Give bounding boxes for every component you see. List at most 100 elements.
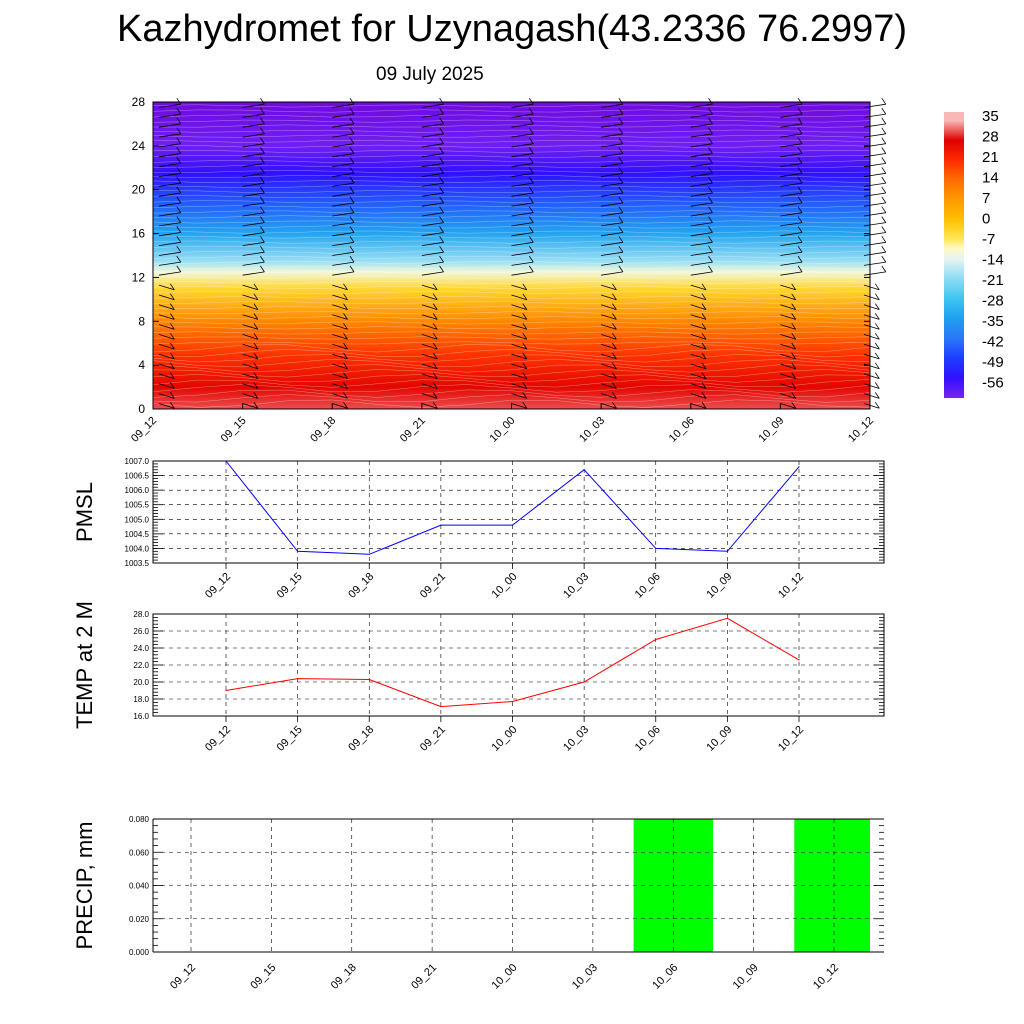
x-tick-label: 09_21	[418, 571, 448, 601]
wind-barb	[780, 314, 796, 320]
wind-barb	[421, 163, 444, 168]
wind-barb	[863, 143, 886, 148]
wind-barb	[332, 403, 348, 409]
wind-barb-flag	[439, 255, 444, 263]
wind-barb-flag	[708, 117, 713, 125]
wind-barb	[511, 261, 534, 266]
wind-barb	[332, 123, 355, 128]
wind-barb	[242, 163, 265, 168]
wind-barb-flag	[176, 97, 182, 105]
wind-barb	[780, 363, 796, 370]
wind-barb-flag	[343, 372, 348, 379]
wind-barb	[158, 334, 175, 340]
wind-barb-flag	[881, 167, 887, 174]
contour-line	[152, 139, 871, 143]
wind-barb-flag	[260, 226, 265, 233]
x-tick-label: 10_06	[633, 724, 663, 754]
wind-barb	[863, 324, 880, 330]
wind-barb	[332, 143, 355, 148]
wind-barb-flag	[797, 245, 803, 253]
wind-barb-flag	[528, 137, 534, 144]
wind-barb-flag	[881, 216, 887, 223]
wind-barb-flag	[349, 107, 355, 115]
x-tick-label: 10_12	[811, 962, 841, 992]
contour-line	[152, 185, 871, 189]
wind-barb	[158, 123, 181, 128]
series-point	[655, 638, 657, 641]
wind-barb-flag	[708, 176, 713, 184]
wind-barb	[780, 393, 796, 399]
wind-barb	[600, 334, 617, 340]
wind-barb	[158, 314, 175, 320]
x-tick-label: 09_12	[168, 962, 198, 992]
wind-barb-flag	[708, 157, 713, 164]
wind-barb-flag	[797, 147, 803, 154]
wind-barb-flag	[791, 323, 797, 330]
colorbar-label: 21	[982, 149, 999, 166]
contour-line	[152, 205, 871, 209]
wind-barb-flag	[439, 157, 444, 164]
wind-barb	[511, 314, 527, 320]
wind-barb	[242, 133, 265, 138]
wind-barb-flag	[253, 332, 259, 340]
x-tick-label: 09_18	[346, 724, 376, 754]
colorbar-label: -7	[982, 231, 995, 248]
wind-barb	[690, 133, 713, 138]
wind-barb-flag	[260, 196, 265, 204]
wind-barb	[690, 304, 707, 310]
wind-barb-flag	[881, 245, 887, 253]
wind-barb-flag	[874, 283, 880, 291]
wind-barb-flag	[253, 352, 259, 360]
wind-barb-flag	[349, 255, 355, 263]
contour-line	[152, 220, 871, 224]
wind-barb	[242, 123, 265, 128]
wind-barb-flag	[881, 265, 887, 273]
wind-barb-flag	[701, 362, 707, 370]
wind-barb	[690, 314, 707, 320]
contour-line	[152, 394, 871, 403]
wind-barb	[780, 251, 803, 256]
wind-barb-flag	[349, 97, 355, 105]
wind-barb-flag	[797, 236, 803, 243]
wind-barb-flag	[349, 245, 355, 253]
y-tick-label: 1004.0	[125, 544, 150, 553]
wind-barb	[158, 103, 181, 108]
contour-line	[152, 399, 871, 408]
wind-barb-flag	[522, 303, 528, 310]
wind-barb-flag	[791, 362, 797, 370]
wind-barb	[332, 222, 355, 227]
wind-barb	[158, 192, 181, 197]
precip-panel: 0.000 0.020 0.040 0.060 0.080 09_12 09_15 09_18…	[72, 815, 884, 992]
wind-barbs	[158, 97, 887, 409]
contour-line	[152, 250, 871, 254]
wind-barb	[863, 222, 886, 227]
wind-barb-flag	[881, 147, 887, 154]
wind-barb	[863, 241, 886, 246]
wind-barb	[601, 241, 623, 246]
wind-barb	[690, 153, 713, 158]
wind-barb-flag	[349, 206, 355, 213]
colorbar-label: 14	[982, 170, 999, 187]
wind-barb-flag	[528, 176, 534, 184]
wind-barb-flag	[528, 265, 534, 273]
wind-barb-flag	[522, 362, 528, 370]
wind-barb	[511, 232, 534, 237]
wind-barb-flag	[439, 236, 444, 243]
wind-barb-flag	[522, 382, 528, 389]
wind-barb	[158, 383, 175, 389]
wind-barb-flag	[528, 236, 534, 243]
wind-barb	[421, 393, 438, 399]
y-tick-label: 24	[132, 139, 146, 153]
wind-barb	[780, 153, 803, 158]
wind-barb	[511, 172, 534, 177]
wind-barb-flag	[528, 226, 534, 233]
wind-barb	[511, 393, 527, 399]
wind-barb-flag	[522, 352, 528, 360]
contour-line	[152, 311, 871, 315]
wind-barb	[242, 241, 265, 246]
wind-barb	[242, 373, 259, 379]
wind-barb	[421, 241, 444, 246]
wind-barb	[332, 314, 348, 320]
wind-barb	[863, 182, 886, 187]
